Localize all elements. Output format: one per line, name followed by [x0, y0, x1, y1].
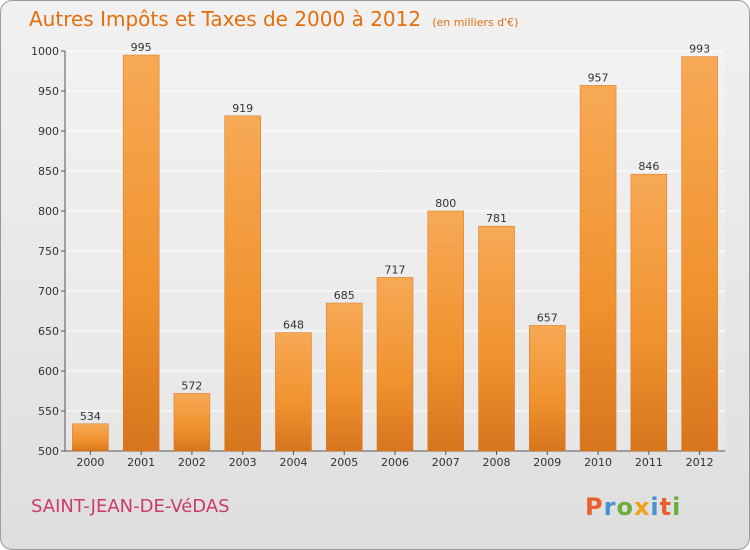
y-tick-label-700: 700 — [38, 285, 59, 298]
logo-letter: i — [672, 493, 682, 521]
data-label-2009: 657 — [537, 311, 558, 324]
y-tick-label-950: 950 — [38, 85, 59, 98]
bar-2008 — [478, 225, 515, 452]
x-tick-label-2008: 2008 — [483, 456, 511, 469]
x-tick-label-2011: 2011 — [635, 456, 663, 469]
location-label: SAINT-JEAN-DE-VéDAS — [31, 496, 230, 517]
y-tick-label-800: 800 — [38, 205, 59, 218]
x-tick-label-2004: 2004 — [279, 456, 307, 469]
y-tick-label-550: 550 — [38, 405, 59, 418]
title-row: Autres Impôts et Taxes de 2000 à 2012 (e… — [29, 7, 518, 31]
y-tick-label-500: 500 — [38, 445, 59, 458]
bar-2004 — [275, 332, 312, 452]
data-label-2005: 685 — [334, 289, 355, 302]
bar-2010 — [579, 85, 617, 452]
logo-letter: o — [616, 493, 634, 521]
chart-unit: (en milliers d'€) — [432, 16, 519, 29]
x-tick-label-2005: 2005 — [330, 456, 358, 469]
bar-2006 — [376, 277, 414, 452]
bar-2005 — [325, 302, 363, 452]
bar-2001 — [122, 54, 160, 452]
bar-2011 — [630, 173, 668, 452]
x-tick-label-2012: 2012 — [686, 456, 714, 469]
data-label-2012: 993 — [689, 43, 710, 56]
x-tick-label-2000: 2000 — [76, 456, 104, 469]
data-label-2004: 648 — [283, 319, 304, 332]
data-label-2006: 717 — [385, 263, 406, 276]
x-tick-label-2001: 2001 — [127, 456, 155, 469]
data-label-2010: 957 — [588, 71, 609, 84]
x-tick-label-2003: 2003 — [229, 456, 257, 469]
logo-letter: t — [659, 493, 673, 521]
logo-letter: x — [633, 493, 651, 521]
bar-2007 — [427, 210, 465, 452]
y-tick-label-750: 750 — [38, 245, 59, 258]
data-label-2007: 800 — [435, 197, 456, 210]
y-tick-label-1000: 1000 — [31, 45, 59, 58]
bar-2002 — [173, 393, 211, 452]
logo-letter: i — [650, 493, 660, 521]
data-label-2011: 846 — [638, 160, 659, 173]
data-label-2001: 995 — [131, 41, 152, 54]
bar-2003 — [224, 115, 261, 452]
bar-2012 — [681, 56, 718, 452]
chart-title: Autres Impôts et Taxes de 2000 à 2012 — [29, 7, 422, 31]
bar-2000 — [72, 423, 109, 452]
bar-2009 — [529, 325, 566, 452]
data-label-2008: 781 — [486, 212, 507, 225]
proxiti-logo: Proxiti — [585, 493, 681, 521]
x-tick-label-2010: 2010 — [584, 456, 612, 469]
data-label-2003: 919 — [232, 102, 253, 115]
data-label-2000: 534 — [80, 410, 101, 423]
x-tick-label-2009: 2009 — [533, 456, 561, 469]
y-tick-label-850: 850 — [38, 165, 59, 178]
x-tick-label-2002: 2002 — [178, 456, 206, 469]
x-tick-label-2006: 2006 — [381, 456, 409, 469]
y-tick-label-650: 650 — [38, 325, 59, 338]
y-tick-label-600: 600 — [38, 365, 59, 378]
logo-letter: P — [585, 493, 604, 521]
data-label-2002: 572 — [181, 379, 202, 392]
x-tick-label-2007: 2007 — [432, 456, 460, 469]
logo-letter: r — [603, 493, 617, 521]
y-tick-label-900: 900 — [38, 125, 59, 138]
